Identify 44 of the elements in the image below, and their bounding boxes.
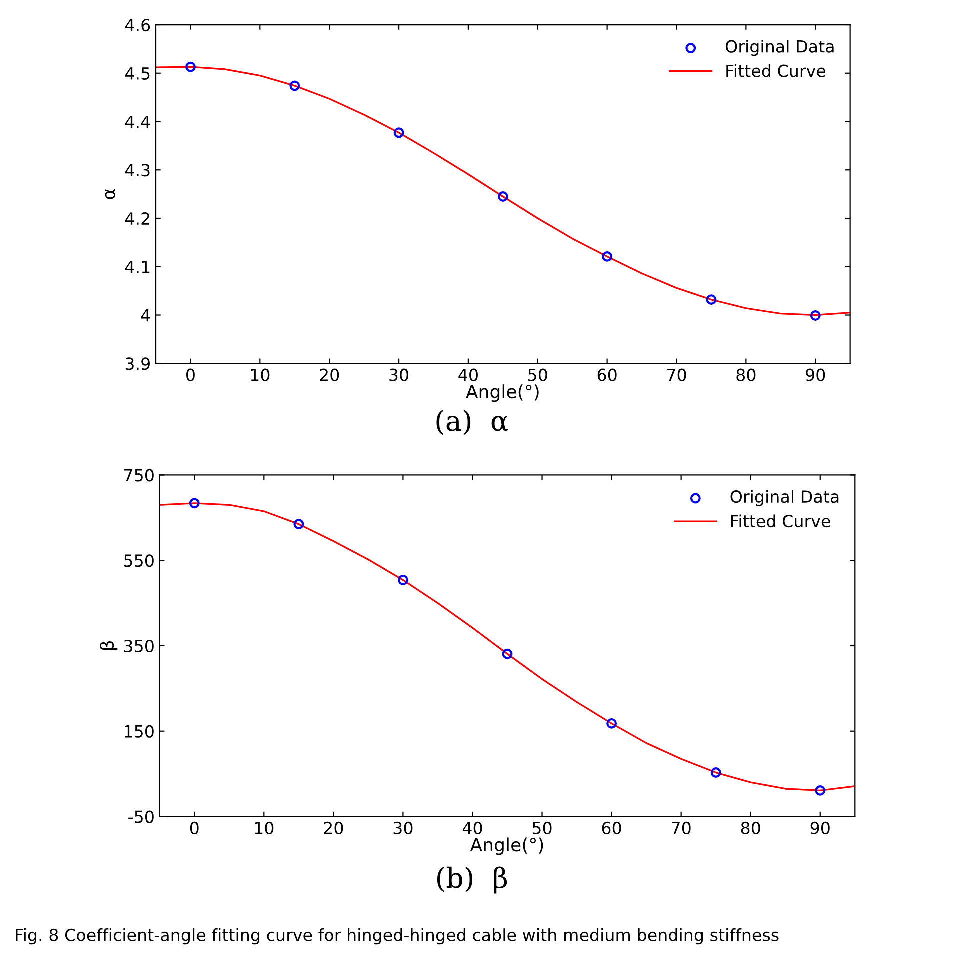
- y-tick-label: 4: [141, 309, 150, 322]
- y-tick-label: 4.1: [125, 261, 150, 274]
- x-tick-label: 10: [251, 368, 270, 382]
- legend-label: Fitted Curve: [726, 64, 826, 78]
- x-tick-label: 20: [320, 368, 340, 382]
- x-tick-label: 90: [806, 368, 826, 382]
- x-tick-label: 50: [532, 822, 552, 834]
- x-tick-label: 40: [458, 368, 478, 382]
- x-tick-label: 40: [462, 822, 482, 834]
- y-tick-label: 4.2: [125, 212, 150, 225]
- x-tick-label: 60: [602, 822, 622, 834]
- y-tick-label: 550: [124, 554, 154, 568]
- x-tick-label: 0: [190, 822, 199, 834]
- text: (b) β: [437, 866, 508, 894]
- y-tick-label: 4.3: [125, 164, 150, 177]
- y-tick-label: 150: [125, 725, 154, 738]
- x-tick-label: 60: [598, 368, 617, 382]
- y-axis-title: β: [100, 642, 118, 650]
- y-tick-label: 4.6: [125, 18, 150, 32]
- x-tick-label: 80: [741, 822, 760, 834]
- legend-label: Original Data: [726, 40, 834, 56]
- y-tick-label: 4.4: [125, 116, 150, 128]
- caption: Fig. 8 Coefficient-angle fitting curve for hinged-hinged cable with medium bending stiffness: [16, 928, 779, 945]
- legend-label: Fitted Curve: [731, 514, 830, 528]
- y-tick-label: 3.9: [126, 358, 150, 370]
- x-tick-label: 80: [736, 368, 756, 382]
- x-tick-label: 90: [810, 822, 830, 834]
- text: (a) α: [436, 410, 508, 436]
- x-tick-label: 20: [324, 822, 344, 834]
- y-axis-title: α: [105, 189, 116, 200]
- x-axis-title: Angle(°): [470, 838, 544, 856]
- x-tick-label: 30: [394, 822, 413, 834]
- y-tick-label: -50: [128, 810, 154, 824]
- legend-label: Original Data: [730, 490, 839, 506]
- x-axis-title: Angle(°): [466, 384, 539, 402]
- x-tick-label: 70: [672, 822, 691, 834]
- x-tick-label: 30: [390, 368, 409, 382]
- x-tick-label: 0: [186, 368, 195, 382]
- x-tick-label: 10: [255, 822, 274, 834]
- y-tick-label: 350: [124, 640, 154, 653]
- y-tick-label: 750: [124, 469, 154, 482]
- y-tick-label: 4.5: [125, 68, 150, 80]
- x-tick-label: 70: [668, 368, 686, 382]
- x-tick-label: 50: [528, 368, 548, 382]
